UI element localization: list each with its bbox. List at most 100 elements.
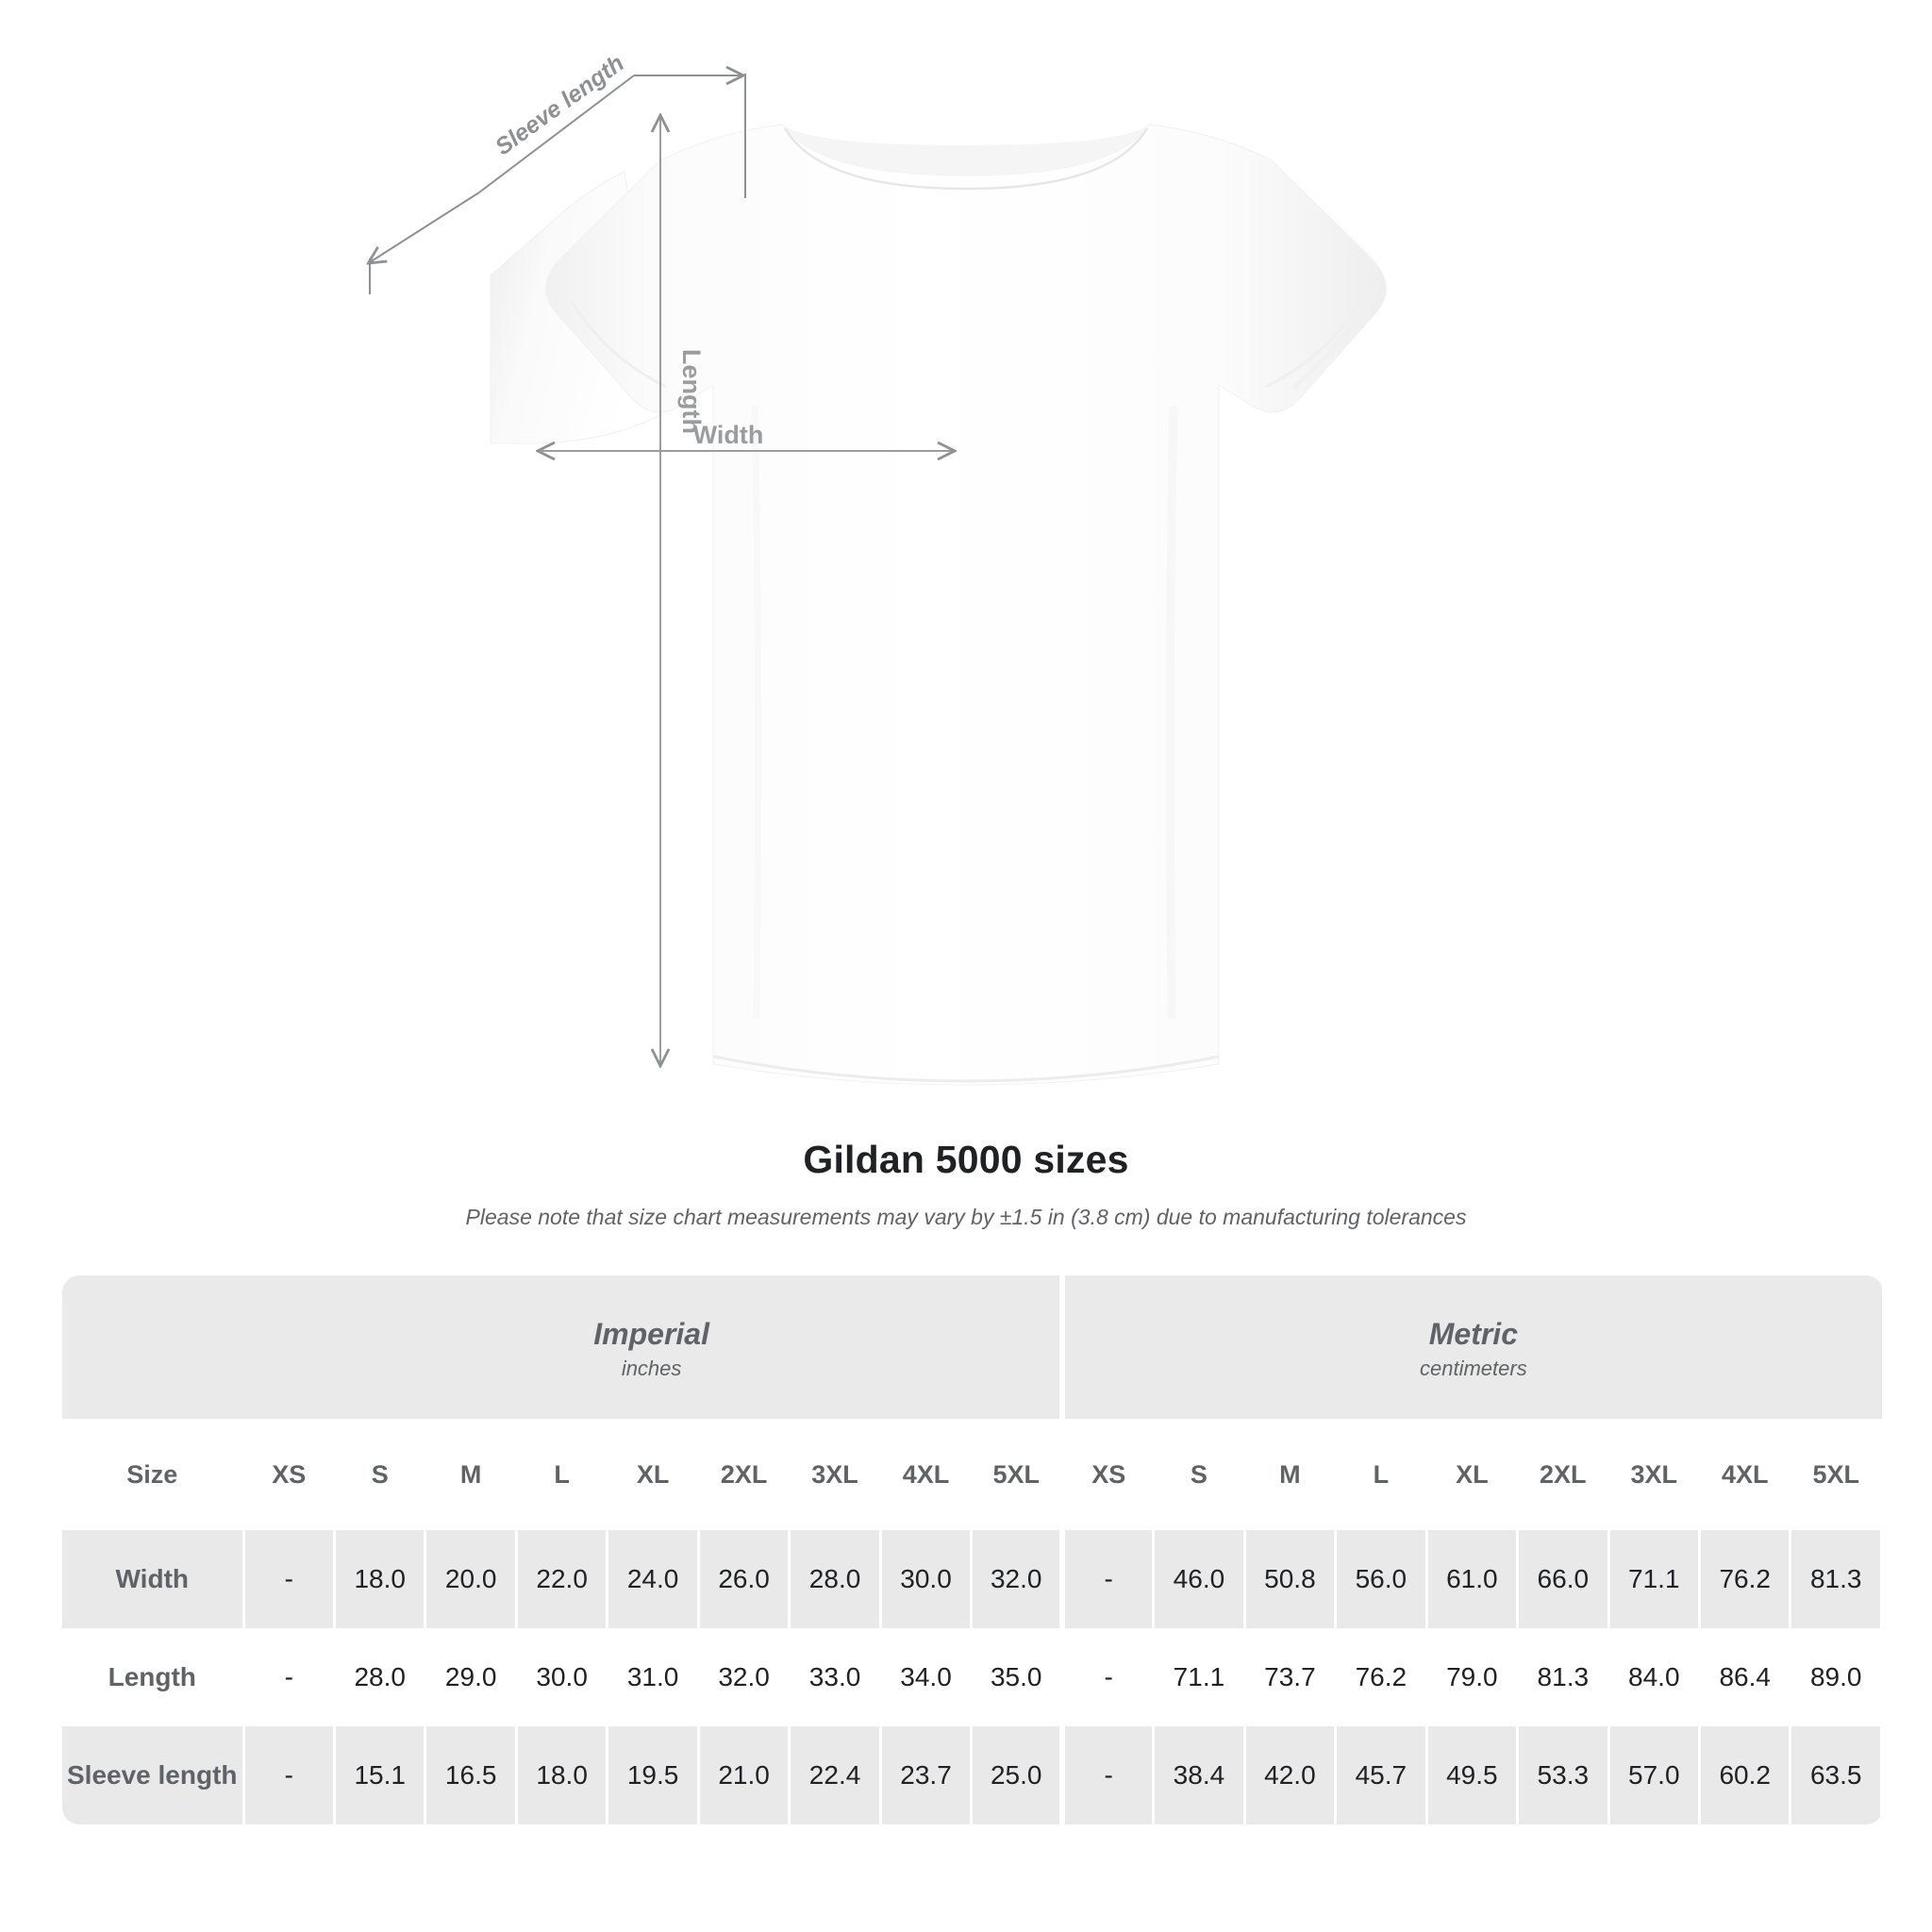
size-header-metric-4xl: 4XL [1699, 1419, 1792, 1530]
table-cell: 86.4 [1699, 1628, 1792, 1726]
page-title: Gildan 5000 sizes [803, 1138, 1129, 1181]
row-label-length: Length [62, 1628, 245, 1726]
table-cell: 73.7 [1244, 1628, 1338, 1726]
width-annotation: Width [540, 421, 953, 451]
table-cell: 18.0 [334, 1530, 427, 1628]
size-header-metric-xs: XS [1059, 1419, 1156, 1530]
tshirt-diagram-section: Sleeve length Length Width [0, 50, 1387, 1086]
table-cell: 23.7 [880, 1726, 974, 1824]
size-chart-table-container: Imperial inches Metric centimeters Size XS S M L… [62, 1275, 1883, 1824]
sleeve-length-label: Sleeve length [491, 50, 629, 160]
size-header-metric-xl: XL [1426, 1419, 1520, 1530]
size-header-metric-s: S [1153, 1419, 1246, 1530]
table-cell: 16.5 [425, 1726, 518, 1824]
table-cell: 49.5 [1426, 1726, 1520, 1824]
table-cell: - [1059, 1726, 1156, 1824]
tshirt-illustration [490, 124, 1387, 1086]
unit-group-row: Imperial inches Metric centimeters [62, 1275, 1882, 1419]
table-cell: 19.5 [607, 1726, 700, 1824]
size-header-imperial-s: S [334, 1419, 427, 1530]
table-cell: 57.0 [1608, 1726, 1702, 1824]
table-cell: 15.1 [334, 1726, 427, 1824]
table-cell: 32.0 [698, 1628, 791, 1726]
table-cell: 71.1 [1608, 1530, 1702, 1628]
length-label: Length [677, 349, 706, 434]
size-header-imperial-2xl: 2XL [698, 1419, 791, 1530]
table-cell: - [1059, 1628, 1156, 1726]
table-cell: 45.7 [1335, 1726, 1428, 1824]
table-cell: 30.0 [880, 1530, 974, 1628]
table-cell: 76.2 [1699, 1530, 1792, 1628]
page-subtitle: Please note that size chart measurements… [465, 1205, 1467, 1230]
size-header-imperial-3xl: 3XL [789, 1419, 882, 1530]
table-cell: 79.0 [1426, 1628, 1520, 1726]
table-cell: 24.0 [607, 1530, 700, 1628]
table-cell: - [243, 1628, 336, 1726]
table-cell: 31.0 [607, 1628, 700, 1726]
size-header-imperial-4xl: 4XL [880, 1419, 974, 1530]
table-cell: - [1059, 1530, 1156, 1628]
table-cell: 61.0 [1426, 1530, 1520, 1628]
table-cell: 22.0 [516, 1530, 609, 1628]
unit-group-blank-cell [62, 1275, 243, 1419]
size-header-imperial-5xl: 5XL [971, 1419, 1064, 1530]
unit-group-metric: Metric centimeters [1059, 1275, 1882, 1419]
size-header-metric-5xl: 5XL [1790, 1419, 1883, 1530]
table-cell: 25.0 [971, 1726, 1064, 1824]
table-cell: 53.3 [1517, 1726, 1610, 1824]
table-cell: 33.0 [789, 1628, 882, 1726]
table-cell: 46.0 [1153, 1530, 1246, 1628]
table-cell: 30.0 [516, 1628, 609, 1726]
unit-group-name: Metric [1428, 1316, 1518, 1351]
table-cell: 34.0 [880, 1628, 974, 1726]
size-header-imperial-xs: XS [243, 1419, 336, 1530]
table-row: Width -18.0 20.0 22.0 24.0 26.0 28.0 30.0 32.0-4… [62, 1530, 1883, 1628]
table-cell: - [243, 1726, 336, 1824]
table-cell: 28.0 [789, 1530, 882, 1628]
size-header-imperial-xl: XL [607, 1419, 700, 1530]
title-block: Gildan 5000 sizes Please note that size … [0, 1137, 1932, 1232]
unit-group-name: Imperial [593, 1316, 709, 1351]
table-cell: 26.0 [698, 1530, 791, 1628]
table-cell: 38.4 [1153, 1726, 1246, 1824]
table-cell: 76.2 [1335, 1628, 1428, 1726]
table-cell: 60.2 [1699, 1726, 1792, 1824]
size-header-row: Size XS S M L XL 2XL 3XL 4XL 5XL XS S M L XL 2XL 3XL 4XL 5… [62, 1419, 1883, 1530]
table-cell: 42.0 [1244, 1726, 1338, 1824]
length-annotation: Length [660, 117, 706, 1064]
table-row: Sleeve length -15.1 16.5 18.0 19.5 21.0 22.4 23… [62, 1726, 1883, 1824]
size-header-metric-3xl: 3XL [1608, 1419, 1702, 1530]
table-cell: 29.0 [425, 1628, 518, 1726]
table-cell: - [243, 1530, 336, 1628]
unit-group-imperial: Imperial inches [243, 1275, 1063, 1419]
width-label: Width [693, 421, 764, 449]
table-cell: 50.8 [1244, 1530, 1338, 1628]
row-label-width: Width [62, 1530, 245, 1628]
table-cell: 28.0 [334, 1628, 427, 1726]
table-cell: 89.0 [1790, 1628, 1883, 1726]
table-cell: 56.0 [1335, 1530, 1428, 1628]
table-cell: 35.0 [971, 1628, 1064, 1726]
table-cell: 71.1 [1153, 1628, 1246, 1726]
table-cell: 21.0 [698, 1726, 791, 1824]
table-cell: 20.0 [425, 1530, 518, 1628]
size-header-metric-l: L [1335, 1419, 1428, 1530]
table-cell: 63.5 [1790, 1726, 1883, 1824]
unit-group-unit: centimeters [1420, 1356, 1527, 1380]
table-cell: 22.4 [789, 1726, 882, 1824]
table-cell: 66.0 [1517, 1530, 1610, 1628]
size-chart-table: Imperial inches Metric centimeters Size XS S M L… [62, 1275, 1883, 1824]
size-header-imperial-l: L [516, 1419, 609, 1530]
table-cell: 81.3 [1517, 1628, 1610, 1726]
table-cell: 18.0 [516, 1726, 609, 1824]
table-cell: 32.0 [971, 1530, 1064, 1628]
size-header-metric-m: M [1244, 1419, 1338, 1530]
table-cell: 84.0 [1608, 1628, 1702, 1726]
row-label-sleeve-length: Sleeve length [62, 1726, 245, 1824]
size-header-metric-2xl: 2XL [1517, 1419, 1610, 1530]
tshirt-measurement-diagram: Sleeve length Length Width [0, 50, 1387, 1086]
table-row: Length -28.0 29.0 30.0 31.0 32.0 33.0 34.0 35.0-… [62, 1628, 1883, 1726]
size-header-imperial-m: M [425, 1419, 518, 1530]
size-header-label: Size [62, 1419, 245, 1530]
unit-group-unit: inches [621, 1356, 682, 1380]
